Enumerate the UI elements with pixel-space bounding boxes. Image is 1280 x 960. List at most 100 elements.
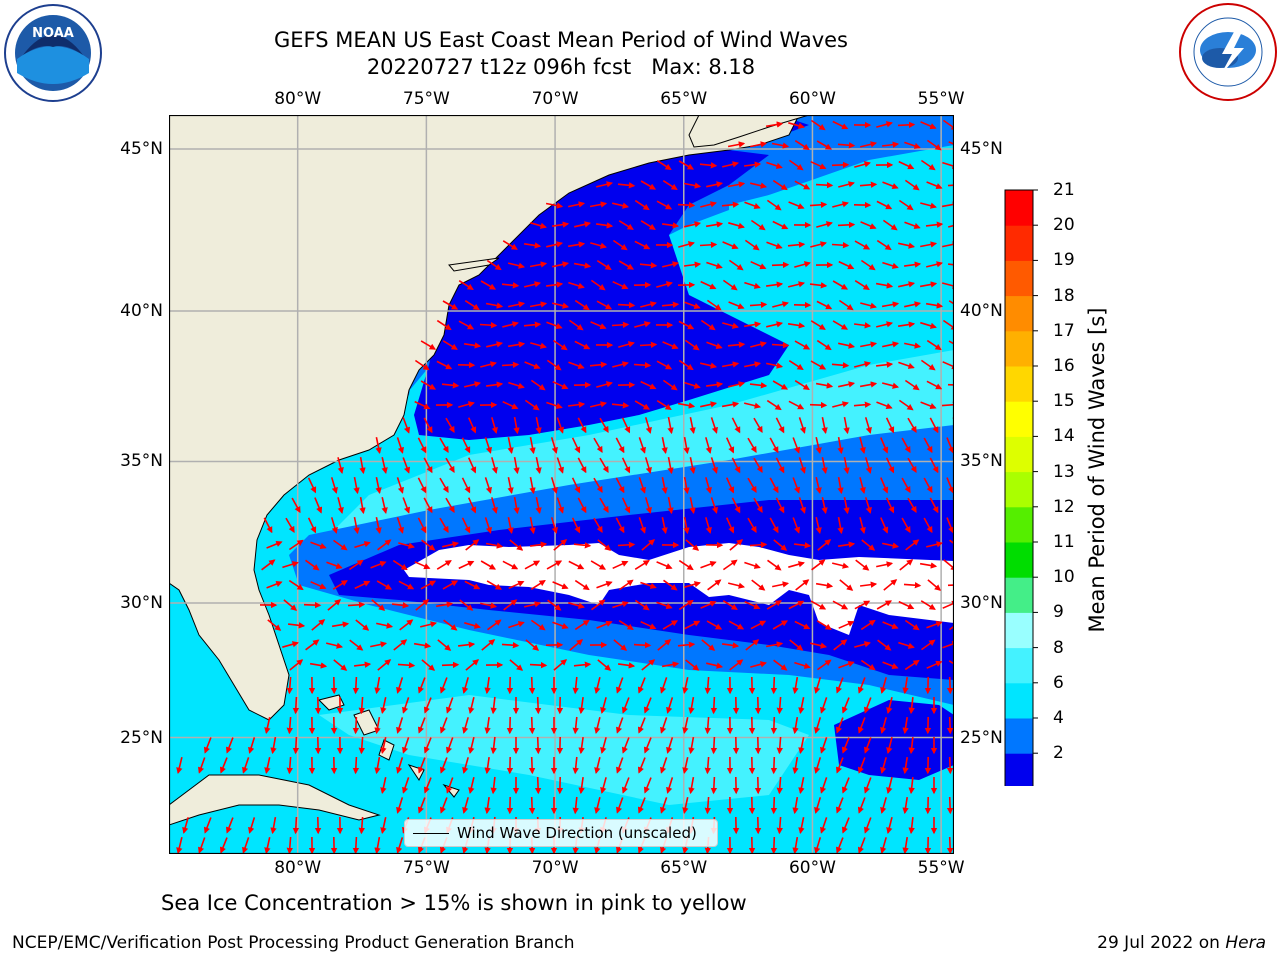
wind-wave-arrow <box>567 241 586 248</box>
land-cuba <box>169 774 381 826</box>
wind-wave-arrow <box>634 400 651 410</box>
wind-wave-arrow <box>423 417 433 434</box>
wind-wave-arrow <box>288 539 304 551</box>
wind-wave-arrow <box>721 401 740 408</box>
wind-wave-arrow <box>926 139 942 151</box>
wind-wave-arrow <box>354 661 372 668</box>
wind-wave-arrow <box>421 659 436 671</box>
wind-wave-arrow <box>773 539 788 551</box>
wind-wave-arrow <box>370 560 387 569</box>
wind-wave-arrow <box>750 620 767 630</box>
wind-wave-arrow <box>486 259 502 271</box>
wind-wave-arrow <box>380 777 387 795</box>
wind-wave-arrow <box>330 477 338 494</box>
wind-wave-arrow <box>267 619 282 631</box>
wind-wave-arrow <box>814 797 822 814</box>
wind-wave-arrow <box>574 340 591 350</box>
wind-wave-arrow <box>908 697 915 715</box>
wind-wave-arrow <box>571 517 581 534</box>
wind-wave-arrow <box>770 796 778 815</box>
wind-wave-arrow <box>420 340 437 350</box>
wind-wave-arrow <box>289 659 304 671</box>
wind-wave-arrow <box>706 181 724 188</box>
wind-wave-arrow <box>501 282 520 289</box>
colorbar-tick-label: 4 <box>1053 708 1064 728</box>
wind-wave-arrow <box>264 837 271 854</box>
wind-wave-arrow <box>396 797 404 814</box>
wind-wave-arrow <box>352 756 360 775</box>
wind-wave-arrow <box>729 539 744 551</box>
wind-wave-arrow <box>722 600 738 610</box>
wind-wave-arrow <box>919 281 938 288</box>
colorbar-tick-label: 10 <box>1053 567 1075 588</box>
wind-wave-arrow <box>568 560 585 570</box>
wind-wave-arrow <box>286 676 293 695</box>
wind-wave-arrow <box>923 517 933 534</box>
wind-wave-arrow <box>751 579 766 591</box>
wind-wave-arrow <box>766 321 784 328</box>
wind-wave-arrow <box>589 201 608 208</box>
wind-wave-arrow <box>640 301 657 308</box>
wind-wave-arrow <box>728 301 745 310</box>
wind-wave-arrow <box>462 677 469 694</box>
wind-wave-arrow <box>835 677 844 694</box>
wind-wave-arrow <box>901 517 911 534</box>
wind-wave-arrow <box>904 619 920 631</box>
wind-wave-arrow <box>880 677 887 694</box>
wind-wave-arrow <box>513 416 520 435</box>
wind-wave-arrow <box>926 380 943 390</box>
lon-tick-label: 75°W <box>402 89 450 109</box>
wind-wave-arrow <box>798 417 806 434</box>
footer-date-text: 29 Jul 2022 on <box>1097 933 1226 953</box>
wind-wave-arrow <box>926 261 944 268</box>
colorbar-segment <box>1005 612 1033 649</box>
wind-wave-arrow <box>359 496 366 515</box>
wind-wave-arrow <box>744 361 762 368</box>
footer-machine: Hera <box>1225 933 1266 953</box>
wind-wave-arrow <box>414 561 431 570</box>
wind-wave-arrow <box>925 302 944 309</box>
wind-wave-arrow <box>656 601 673 610</box>
wind-wave-arrow <box>832 320 849 330</box>
wind-wave-arrow <box>904 301 922 308</box>
colorbar-tick-label: 9 <box>1053 602 1064 623</box>
wind-wave-arrow <box>864 457 872 474</box>
wind-wave-arrow <box>644 457 652 474</box>
wind-wave-arrow <box>817 539 832 551</box>
wind-wave-arrow <box>904 141 921 149</box>
wind-wave-arrow <box>568 281 585 289</box>
wind-wave-arrow <box>767 559 782 571</box>
wind-wave-arrow <box>860 659 876 671</box>
wind-wave-arrow <box>305 639 320 651</box>
wind-wave-arrow <box>596 300 613 310</box>
wind-wave-arrow <box>707 579 722 591</box>
wind-wave-arrow <box>704 716 711 735</box>
wind-wave-arrow <box>332 580 348 590</box>
wind-wave-arrow <box>503 599 518 611</box>
wind-wave-arrow <box>908 737 915 755</box>
wind-wave-arrow <box>902 716 909 735</box>
wind-wave-arrow <box>788 201 805 210</box>
wind-wave-arrow <box>775 417 785 434</box>
wind-wave-arrow <box>860 221 877 230</box>
wind-wave-arrow <box>615 477 625 494</box>
map-panel <box>169 115 954 854</box>
wind-wave-arrow <box>798 497 806 514</box>
wind-wave-arrow <box>578 696 585 715</box>
wind-wave-arrow <box>556 497 564 514</box>
colorbar-label: Mean Period of Wind Waves [s] <box>1085 307 1109 633</box>
wind-wave-arrow <box>352 676 360 695</box>
lon-tick-label: 60°W <box>788 89 836 109</box>
wind-wave-arrow <box>706 299 722 311</box>
wind-wave-arrow <box>816 620 832 630</box>
wind-wave-arrow <box>176 757 183 775</box>
wind-wave-arrow <box>633 641 652 649</box>
wind-wave-arrow <box>688 696 695 715</box>
wind-wave-arrow <box>461 477 471 494</box>
wind-wave-arrow <box>219 757 228 774</box>
wind-wave-arrow <box>467 497 477 514</box>
wind-wave-arrow <box>203 737 212 754</box>
wind-wave-arrow <box>599 417 609 434</box>
colorbar-tick-label: 18 <box>1053 285 1075 306</box>
wind-wave-arrow <box>286 716 293 735</box>
